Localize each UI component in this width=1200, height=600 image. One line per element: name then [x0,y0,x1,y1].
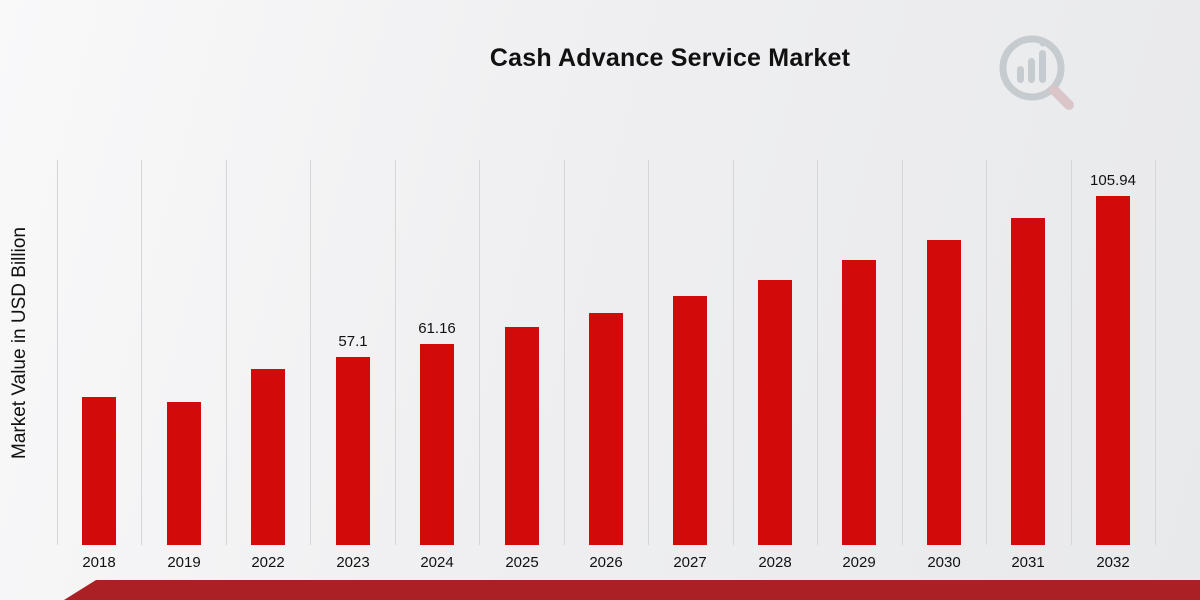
x-tick-2019: 2019 [167,554,201,571]
x-tick-2031: 2031 [1011,554,1045,571]
gridline [479,160,480,545]
value-label-2023: 57.1 [338,333,368,350]
x-tick-2028: 2028 [758,554,792,571]
bar-2023 [336,357,370,545]
bar-2025 [505,327,539,545]
bar-2024 [420,344,454,545]
x-tick-2032: 2032 [1096,554,1130,571]
bar-2019 [167,402,201,545]
gridline [141,160,142,545]
gridline [648,160,649,545]
plot-area: 2018 2019 2022 57.1 2023 61.16 2024 2025 2026 202… [57,160,1156,571]
gridline [986,160,987,545]
bar-2026 [589,313,623,545]
gridline [564,160,565,545]
y-axis-label: Market Value in USD Billion [9,227,30,459]
gridline [226,160,227,545]
x-tick-2030: 2030 [927,554,961,571]
bar-2032 [1096,196,1130,545]
x-tick-2025: 2025 [505,554,539,571]
gridline [1155,160,1156,545]
gridline [817,160,818,545]
bar-chart-magnifier-logo-icon [999,35,1074,110]
gridline [395,160,396,545]
bar-2031 [1011,218,1045,545]
value-label-2032: 105.94 [1090,172,1136,189]
bar-2022 [251,369,285,545]
x-tick-2027: 2027 [673,554,707,571]
x-tick-2026: 2026 [589,554,623,571]
gridline [1071,160,1072,545]
x-tick-2023: 2023 [336,554,370,571]
footer-stripe [64,580,1200,600]
bar-2018 [82,397,116,545]
bar-2030 [927,240,961,545]
x-tick-2029: 2029 [842,554,876,571]
gridline [310,160,311,545]
x-tick-2024: 2024 [420,554,454,571]
gridline [902,160,903,545]
gridline [733,160,734,545]
x-tick-2018: 2018 [82,554,116,571]
value-label-2024: 61.16 [418,320,456,337]
bar-2029 [842,260,876,545]
x-tick-2022: 2022 [251,554,285,571]
bar-2027 [673,296,707,545]
gridline [57,160,58,545]
bar-2028 [758,280,792,545]
chart-title: Cash Advance Service Market [489,44,851,72]
